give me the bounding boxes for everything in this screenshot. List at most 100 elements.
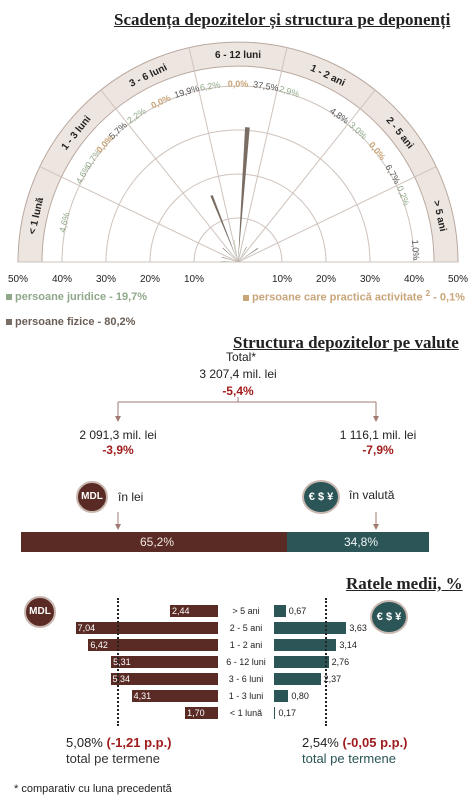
rate-bar-lei <box>184 706 219 720</box>
share-lei-label: 65,2% <box>140 535 175 549</box>
rate-value-fx: 3,63 <box>349 623 367 633</box>
axis-tick-label: 20% <box>140 274 160 285</box>
rate-category-label: < 1 lună <box>229 708 263 718</box>
lei-total-label: total pe termene <box>66 751 160 766</box>
radial-bar-0 <box>238 261 242 262</box>
radial-spoke <box>100 89 239 263</box>
fx-label: în valută <box>349 488 395 502</box>
radial-bar-1 <box>238 253 246 262</box>
rate-value-lei: 2,44 <box>171 606 190 616</box>
share-fx-label: 34,8% <box>344 535 379 549</box>
rate-avg-line-lei <box>117 598 119 726</box>
axis-tick-label: 20% <box>316 274 336 285</box>
radial-spoke <box>39 166 239 263</box>
rate-bar-fx <box>273 638 338 652</box>
currency-coins-icon: € $ ¥ <box>370 600 408 634</box>
radial-value-label: 6,7% <box>383 163 402 186</box>
radial-value-label: 0,2% <box>395 184 412 207</box>
axis-tick-label: 30% <box>96 274 116 285</box>
rate-value-lei: 5,34 <box>112 674 131 684</box>
rate-bar-lei <box>130 689 219 703</box>
radial-value-label: 2,2% <box>125 106 148 126</box>
rates-chart: 2,44 > 5 ani 0,67 7,04 2 - 5 ani 3,63 6,42 1 - … <box>0 598 476 726</box>
rate-value-lei: 6,42 <box>90 640 108 650</box>
axis-tick-label: 50% <box>448 274 468 285</box>
rate-value-lei: 1,70 <box>187 708 205 718</box>
mdl-badge-icon: MDL <box>24 596 56 628</box>
radial-bar-0 <box>238 127 250 262</box>
share-bar: 65,2% 34,8% <box>21 532 429 552</box>
rate-value-lei: 7,04 <box>77 623 96 633</box>
axis-tick-label: 40% <box>404 274 424 285</box>
rate-bar-fx <box>273 604 287 618</box>
currency-coins-icon: € $ ¥ <box>302 480 340 514</box>
radial-value-label: 4,6% <box>57 211 71 233</box>
legend-swatch <box>6 294 12 300</box>
rate-value-lei: 4,31 <box>133 691 152 701</box>
legend-activitate: persoane care practică activitate 2 - 0,… <box>243 289 465 304</box>
radial-value-label: 0,0% <box>149 93 172 111</box>
radial-value-label: 2,9% <box>278 84 301 99</box>
radial-bar-1 <box>233 255 238 262</box>
flow-lines <box>115 397 379 530</box>
radial-spoke <box>237 89 376 263</box>
radial-chart-title: Scadența depozitelor și structura pe dep… <box>114 10 451 29</box>
radial-ring <box>149 173 327 263</box>
legend-swatch <box>6 319 12 325</box>
radial-ring <box>105 129 371 263</box>
lei-change: -3,9% <box>102 443 134 457</box>
rate-bar-fx <box>273 655 330 669</box>
radial-bar-0 <box>238 247 259 262</box>
rate-bar-lei <box>87 638 219 652</box>
rate-category-label: 2 - 5 ani <box>229 623 263 633</box>
legend-juridice: persoane juridice - 19,7% <box>6 291 147 303</box>
rates-title: Ratele medii, % <box>346 574 463 593</box>
fx-total-label: total pe termene <box>302 751 396 766</box>
rate-value-fx: 0,80 <box>291 691 309 701</box>
currency-title: Structura depozitelor pe valute <box>233 333 459 352</box>
rate-value-fx: 0,17 <box>278 708 297 718</box>
radial-bar-0 <box>238 246 247 262</box>
lei-value: 2 091,3 mil. lei <box>79 428 157 442</box>
lei-total: 5,08% (-1,21 p.p.) <box>66 735 172 750</box>
radial-value-label: 5,7% <box>107 120 129 141</box>
radial-bar-1 <box>235 260 238 262</box>
share-bar-fx <box>287 532 429 552</box>
rate-category-label: 1 - 3 luni <box>228 691 264 701</box>
radial-value-label: 1,0% <box>410 239 421 260</box>
fx-value: 1 116,1 mil. lei <box>339 428 417 442</box>
radial-bar-1 <box>221 261 238 262</box>
radial-value-label: 6,2% <box>199 80 221 93</box>
legend-fizice: persoane fizice - 80,2% <box>6 316 135 328</box>
radial-bar-1 <box>233 239 238 262</box>
axis-tick-label: 10% <box>272 274 292 285</box>
rate-bar-fx <box>273 689 290 703</box>
rate-value-fx: 2,37 <box>323 674 342 684</box>
fx-change: -7,9% <box>362 443 394 457</box>
rate-category-label: > 5 ani <box>232 606 260 616</box>
lei-label: în lei <box>118 490 144 504</box>
fx-total: 2,54% (-0,05 p.p.) <box>302 735 408 750</box>
rate-bar-fx <box>273 672 322 686</box>
rate-value-fx: 2,76 <box>331 657 350 667</box>
total-label: Total* <box>226 350 257 364</box>
radial-spoke <box>237 166 437 263</box>
radial-category-label: 6 - 12 luni <box>215 50 261 61</box>
radial-value-label: 3,0% <box>347 120 369 141</box>
rate-bar-fx <box>273 706 277 720</box>
rate-bar-lei <box>168 604 219 618</box>
radial-value-label: 4,8% <box>328 106 351 126</box>
rate-category-label: 3 - 6 luni <box>228 674 264 684</box>
legend-swatch <box>243 294 249 301</box>
radial-bar-1 <box>238 251 241 262</box>
axis-tick-label: 50% <box>8 274 28 285</box>
radial-spoke <box>237 47 288 263</box>
radial-value-label: 0,0% <box>367 140 388 162</box>
rate-value-fx: 0,67 <box>288 606 307 616</box>
radial-spoke <box>188 47 239 263</box>
rate-bar-lei <box>109 672 219 686</box>
radial-outer-band <box>17 41 459 263</box>
radial-value-label: 0,0% <box>228 79 249 89</box>
radial-chart: < 1 lună 4,6%1 - 3 luni4,6%0,7%0,0%5,7%3 … <box>8 41 468 285</box>
radial-ring <box>61 85 415 263</box>
